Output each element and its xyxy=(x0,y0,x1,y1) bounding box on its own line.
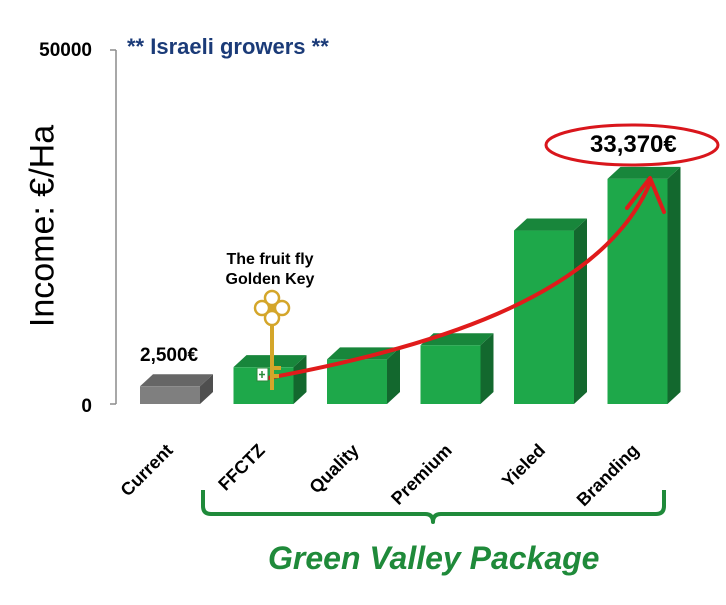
branding-value-ellipse xyxy=(544,123,720,167)
golden-key-annotation: The fruit fly Golden Key xyxy=(225,251,315,288)
bar-premium xyxy=(420,333,494,404)
bar-front xyxy=(327,359,387,404)
bar-top xyxy=(514,218,587,231)
key-bow-center xyxy=(269,305,275,311)
bar-side xyxy=(200,374,213,404)
data-label-branding: 33,370€ xyxy=(590,131,677,158)
bar-top xyxy=(607,166,681,179)
y-tick-label-min: 0 xyxy=(81,396,92,417)
key-tooth xyxy=(274,374,279,378)
axes xyxy=(110,49,117,405)
bar-side xyxy=(387,347,400,404)
bar-front xyxy=(607,178,668,404)
package-label: Green Valley Package xyxy=(268,540,600,576)
package-bracket xyxy=(201,490,666,524)
bar-top xyxy=(327,347,400,360)
chart-subtitle: ** Israeli growers ** xyxy=(127,34,329,59)
bar-side xyxy=(480,333,494,404)
bar-branding xyxy=(607,166,681,404)
bar-front xyxy=(140,386,200,404)
bar-quality xyxy=(327,347,400,404)
bar-front xyxy=(420,345,481,404)
bar-side xyxy=(574,218,587,404)
bar-yieled xyxy=(514,218,587,404)
key-tooth xyxy=(274,366,281,370)
growth-arrow-line xyxy=(266,181,652,380)
key-bow-loop xyxy=(263,289,281,307)
bar-current xyxy=(140,374,213,404)
y-tick-label-max: 50000 xyxy=(39,40,92,61)
key-bow-loop xyxy=(263,309,281,327)
y-axis-label: Income: €/Ha xyxy=(23,124,62,328)
data-label-current: 2,500€ xyxy=(140,345,199,366)
bar-side xyxy=(293,355,307,404)
bar-top xyxy=(140,374,213,387)
bar-side xyxy=(667,166,681,404)
overlay xyxy=(201,123,720,524)
bar-front xyxy=(514,230,574,404)
golden-key-icon xyxy=(253,289,291,390)
key-shaft xyxy=(270,324,274,390)
growth-arrow-head xyxy=(625,176,666,214)
bars xyxy=(140,166,681,404)
key-tag-cross xyxy=(259,371,265,378)
